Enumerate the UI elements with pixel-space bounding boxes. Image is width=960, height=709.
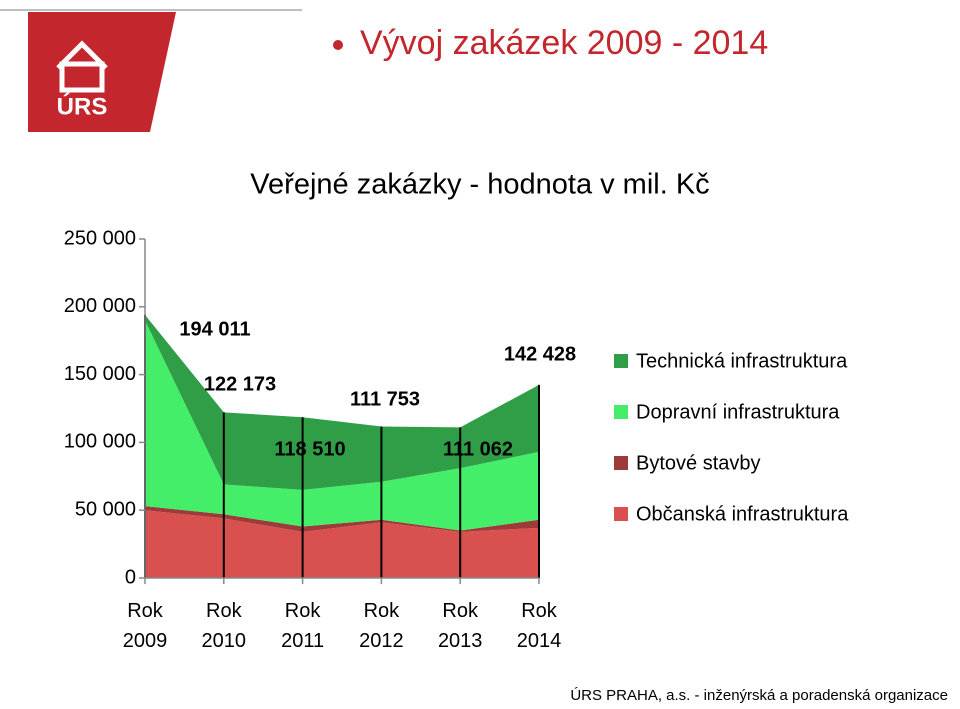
- x-tick-label: Rok 2010: [201, 600, 247, 652]
- logo-text: ÚRS: [57, 92, 108, 120]
- total-label: 118 510: [274, 438, 345, 460]
- legend-swatch: [614, 507, 628, 521]
- y-tick-label: 200 000: [64, 295, 136, 317]
- legend-swatch: [614, 354, 628, 368]
- y-tick-label: 100 000: [64, 431, 136, 453]
- legend-label: Technická infrastruktura: [636, 350, 848, 372]
- area: [145, 510, 539, 578]
- legend-label: Bytové stavby: [636, 452, 761, 474]
- total-label: 122 173: [204, 373, 276, 395]
- footer: ÚRS PRAHA, a.s. - inženýrská a poradensk…: [570, 687, 948, 704]
- total-label: 111 062: [443, 438, 513, 460]
- total-label: 142 428: [504, 343, 576, 365]
- x-tick-label: Rok 2013: [437, 600, 483, 652]
- y-tick-label: 0: [125, 566, 136, 588]
- logo-icon: [56, 40, 108, 93]
- x-tick-label: Rok 2009: [122, 600, 168, 652]
- y-tick-label: 50 000: [75, 498, 136, 520]
- area: [145, 320, 539, 531]
- y-tick-label: 150 000: [64, 363, 136, 385]
- total-label: 194 011: [179, 318, 250, 340]
- x-tick-label: Rok 2014: [516, 600, 562, 652]
- area: [145, 506, 539, 532]
- total-label: 111 753: [350, 388, 420, 410]
- legend-swatch: [614, 456, 628, 470]
- x-tick-label: Rok 2012: [359, 600, 404, 652]
- legend-swatch: [614, 405, 628, 419]
- bullet: [333, 40, 343, 50]
- area: [145, 314, 539, 490]
- chart-title: Veřejné zakázky - hodnota v mil. Kč: [250, 169, 709, 201]
- x-tick-label: Rok 2011: [281, 600, 325, 652]
- legend-label: Dopravní infrastruktura: [636, 401, 840, 423]
- y-tick-label: 250 000: [64, 227, 136, 249]
- slide-title: Vývoj zakázek 2009 - 2014: [360, 24, 768, 62]
- legend-label: Občanská infrastruktura: [636, 503, 849, 525]
